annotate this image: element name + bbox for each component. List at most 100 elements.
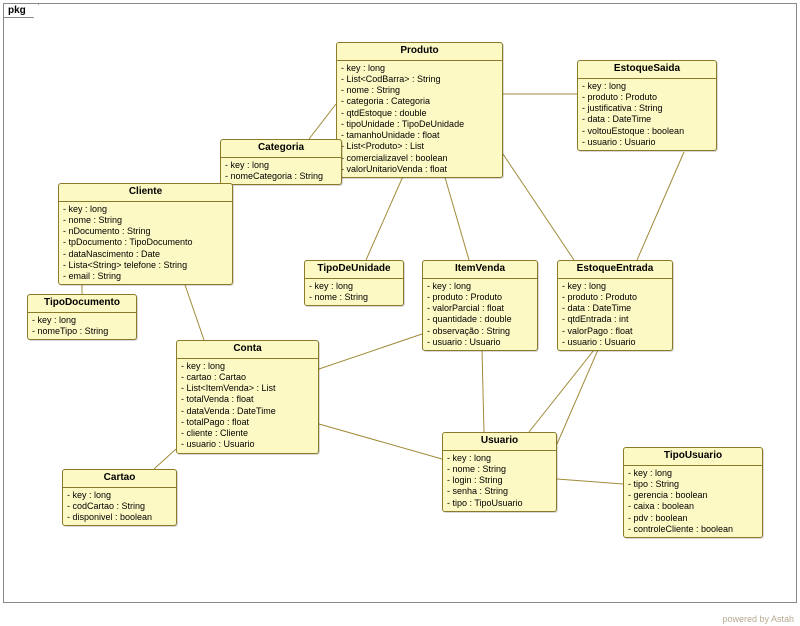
class-attr: - caixa : boolean: [628, 501, 758, 512]
class-attr: - nome : String: [63, 215, 228, 226]
class-attr: - key : long: [447, 453, 552, 464]
class-attr: - categoria : Categoria: [341, 96, 498, 107]
class-attr: - List<Produto> : List: [341, 141, 498, 152]
class-title: Usuario: [443, 433, 556, 451]
package-label: pkg: [4, 4, 39, 18]
class-attr: - nome : String: [341, 85, 498, 96]
class-title: ItemVenda: [423, 261, 537, 279]
class-attr: - produto : Produto: [427, 292, 533, 303]
edge-conta-itemVenda: [319, 334, 422, 369]
edge-categoria-produto: [309, 104, 336, 139]
class-attr: - key : long: [32, 315, 132, 326]
class-attr: - pdv : boolean: [628, 513, 758, 524]
class-attr: - tamanhoUnidade : float: [341, 130, 498, 141]
class-title: TipoUsuario: [624, 448, 762, 466]
edge-estoqueEntrada-usuario: [529, 350, 594, 432]
class-attr: - key : long: [67, 490, 172, 501]
class-estoqueSaida: EstoqueSaida- key : long- produto : Prod…: [577, 60, 717, 151]
class-produto: Produto- key : long- List<CodBarra> : St…: [336, 42, 503, 178]
class-attr: - key : long: [63, 204, 228, 215]
class-attr: - login : String: [447, 475, 552, 486]
class-body: - key : long- List<CodBarra> : String- n…: [337, 61, 502, 178]
class-attr: - tipo : TipoUsuario: [447, 498, 552, 509]
class-usuario: Usuario- key : long- nome : String- logi…: [442, 432, 557, 512]
class-body: - key : long- nomeTipo : String: [28, 313, 136, 340]
class-attr: - senha : String: [447, 486, 552, 497]
class-attr: - totalPago : float: [181, 417, 314, 428]
class-attr: - valorUnitarioVenda : float: [341, 164, 498, 175]
edge-conta-usuario: [319, 424, 442, 459]
class-attr: - observação : String: [427, 326, 533, 337]
class-title: Categoria: [221, 140, 341, 158]
class-body: - key : long- codCartao : String- dispon…: [63, 488, 176, 526]
class-attr: - nome : String: [447, 464, 552, 475]
class-title: TipoDeUnidade: [305, 261, 403, 279]
class-title: EstoqueSaida: [578, 61, 716, 79]
edge-itemVenda-produto: [444, 174, 469, 260]
class-attr: - nome : String: [309, 292, 399, 303]
class-body: - key : long- cartao : Cartao- List<Item…: [177, 359, 318, 453]
class-attr: - key : long: [427, 281, 533, 292]
class-attr: - key : long: [582, 81, 712, 92]
package-frame: pkg Produto- key : long- List<CodBarra> …: [3, 3, 797, 603]
edge-tipoDeUnidade-produto: [366, 174, 404, 260]
class-attr: - dataVenda : DateTime: [181, 406, 314, 417]
class-attr: - key : long: [181, 361, 314, 372]
class-attr: - key : long: [225, 160, 337, 171]
class-attr: - cartao : Cartao: [181, 372, 314, 383]
class-attr: - data : DateTime: [582, 114, 712, 125]
class-attr: - key : long: [562, 281, 668, 292]
class-attr: - valorParcial : float: [427, 303, 533, 314]
class-body: - key : long- nome : String- nDocumento …: [59, 202, 232, 285]
class-attr: - dataNascimento : Date: [63, 249, 228, 260]
class-conta: Conta- key : long- cartao : Cartao- List…: [176, 340, 319, 454]
edge-conta-cartao: [154, 449, 176, 469]
class-attr: - cliente : Cliente: [181, 428, 314, 439]
class-categoria: Categoria- key : long- nomeCategoria : S…: [220, 139, 342, 185]
class-cliente: Cliente- key : long- nome : String- nDoc…: [58, 183, 233, 285]
edge-itemVenda-usuario: [482, 350, 484, 432]
class-attr: - List<ItemVenda> : List: [181, 383, 314, 394]
class-body: - key : long- produto : Produto- data : …: [558, 279, 672, 351]
class-attr: - qtdEntrada : int: [562, 314, 668, 325]
class-attr: - quantidade : double: [427, 314, 533, 325]
edge-conta-cliente: [184, 282, 204, 340]
class-tipoUsuario: TipoUsuario- key : long- tipo : String- …: [623, 447, 763, 538]
class-attr: - key : long: [628, 468, 758, 479]
class-title: EstoqueEntrada: [558, 261, 672, 279]
class-attr: - tpDocumento : TipoDocumento: [63, 237, 228, 248]
class-tipoDocumento: TipoDocumento- key : long- nomeTipo : St…: [27, 294, 137, 340]
class-attr: - produto : Produto: [562, 292, 668, 303]
class-attr: - tipo : String: [628, 479, 758, 490]
class-body: - key : long- produto : Produto- justifi…: [578, 79, 716, 151]
class-attr: - usuario : Usuario: [427, 337, 533, 348]
watermark: powered by Astah: [722, 614, 794, 624]
class-attr: - gerencia : boolean: [628, 490, 758, 501]
class-attr: - List<CodBarra> : String: [341, 74, 498, 85]
class-attr: - valorPago : float: [562, 326, 668, 337]
class-body: - key : long- nome : String- login : Str…: [443, 451, 556, 511]
class-attr: - usuario : Usuario: [181, 439, 314, 450]
class-attr: - qtdEstoque : double: [341, 108, 498, 119]
class-body: - key : long- produto : Produto- valorPa…: [423, 279, 537, 351]
class-attr: - disponivel : boolean: [67, 512, 172, 523]
class-title: Conta: [177, 341, 318, 359]
class-attr: - Lista<String> telefone : String: [63, 260, 228, 271]
class-itemVenda: ItemVenda- key : long- produto : Produto…: [422, 260, 538, 351]
class-attr: - voltouEstoque : boolean: [582, 126, 712, 137]
class-attr: - controleCliente : boolean: [628, 524, 758, 535]
class-body: - key : long- nomeCategoria : String: [221, 158, 341, 185]
class-body: - key : long- tipo : String- gerencia : …: [624, 466, 762, 538]
class-title: Cliente: [59, 184, 232, 202]
class-attr: - email : String: [63, 271, 228, 282]
class-attr: - key : long: [309, 281, 399, 292]
class-attr: - nomeTipo : String: [32, 326, 132, 337]
class-attr: - produto : Produto: [582, 92, 712, 103]
class-attr: - usuario : Usuario: [582, 137, 712, 148]
class-attr: - key : long: [341, 63, 498, 74]
class-title: TipoDocumento: [28, 295, 136, 313]
edge-estoqueEntrada-produto: [503, 154, 574, 260]
class-attr: - justificativa : String: [582, 103, 712, 114]
class-attr: - usuario : Usuario: [562, 337, 668, 348]
edge-usuario-tipoUsuario: [557, 479, 623, 484]
